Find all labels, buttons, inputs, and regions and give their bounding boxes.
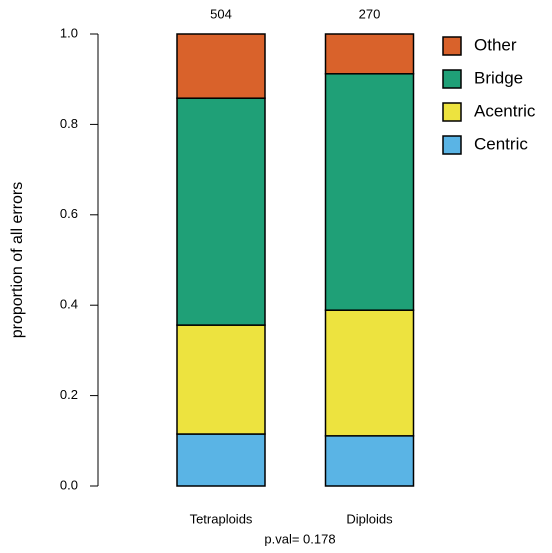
bar-segment bbox=[324, 435, 415, 487]
x-tick-label: Diploids bbox=[346, 511, 393, 526]
y-tick-label: 0.6 bbox=[60, 206, 78, 221]
bar-segment bbox=[324, 33, 415, 75]
y-tick-label: 0.0 bbox=[60, 477, 78, 492]
legend-label: Acentric bbox=[474, 101, 536, 120]
y-axis-label: proportion of all errors bbox=[9, 182, 26, 339]
bar-segment bbox=[324, 309, 415, 437]
y-tick-label: 0.8 bbox=[60, 116, 78, 131]
total-label: 270 bbox=[359, 6, 381, 21]
legend-swatch bbox=[442, 69, 462, 89]
legend-label: Bridge bbox=[474, 68, 523, 87]
legend-label: Other bbox=[474, 35, 517, 54]
legend-swatch bbox=[442, 36, 462, 56]
bar-segment bbox=[176, 324, 266, 435]
bar-segment bbox=[176, 433, 266, 487]
x-tick-label: Tetraploids bbox=[190, 511, 253, 526]
legend-swatch bbox=[442, 135, 462, 155]
legend-label: Centric bbox=[474, 134, 528, 153]
legend-swatch bbox=[442, 102, 462, 122]
y-tick-label: 0.4 bbox=[60, 297, 78, 312]
y-tick-label: 1.0 bbox=[60, 25, 78, 40]
bar-segment bbox=[176, 97, 266, 326]
annotation: p.val= 0.178 bbox=[264, 531, 335, 546]
y-tick-label: 0.2 bbox=[60, 387, 78, 402]
bar-segment bbox=[324, 73, 415, 311]
total-label: 504 bbox=[210, 6, 232, 21]
bar-segment bbox=[176, 33, 266, 99]
